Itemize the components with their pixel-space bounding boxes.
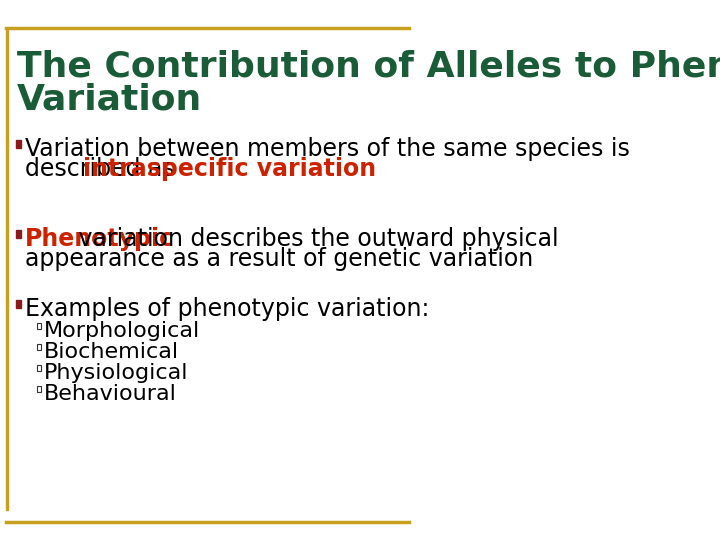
Bar [16,230,21,238]
Text: Variation between members of the same species is: Variation between members of the same sp… [25,137,630,161]
FancyBboxPatch shape [6,30,8,510]
Bar [37,365,41,371]
Text: variation describes the outward physical: variation describes the outward physical [71,227,559,251]
Bar [37,323,41,329]
Bar [16,140,21,148]
Text: Physiological: Physiological [45,363,189,383]
Text: described as: described as [25,157,183,181]
Text: Phenotypic: Phenotypic [25,227,174,251]
Text: Examples of phenotypic variation:: Examples of phenotypic variation: [25,297,430,321]
Bar [16,300,21,308]
Text: Behavioural: Behavioural [45,384,177,404]
Text: intraspecific variation: intraspecific variation [83,157,376,181]
Text: Morphological: Morphological [45,321,201,341]
Bar [37,386,41,392]
Bar [37,344,41,350]
Text: appearance as a result of genetic variation: appearance as a result of genetic variat… [25,247,534,271]
Text: Variation: Variation [17,82,202,116]
Text: The Contribution of Alleles to Phenotypic: The Contribution of Alleles to Phenotypi… [17,50,720,84]
Text: Biochemical: Biochemical [45,342,179,362]
